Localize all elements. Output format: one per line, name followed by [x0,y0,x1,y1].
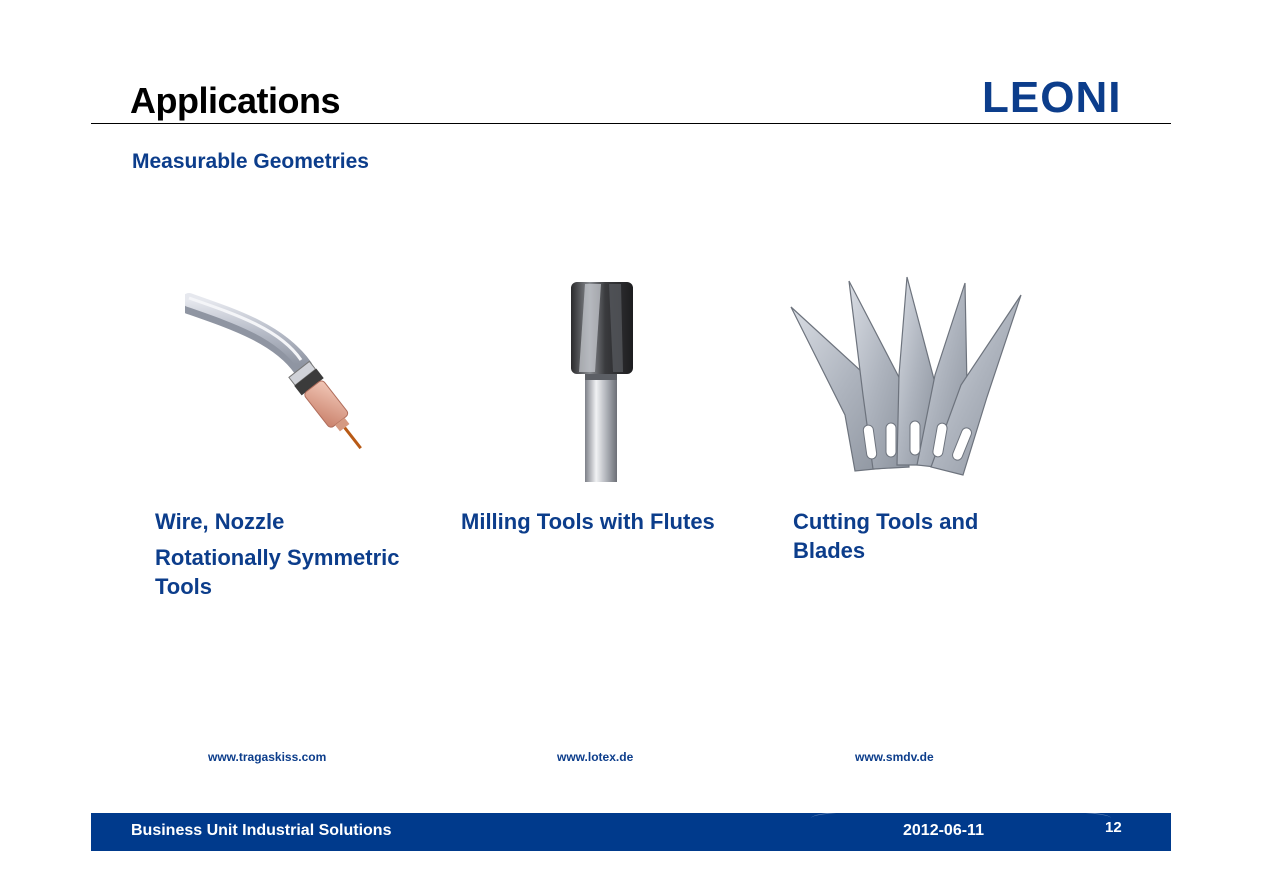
caption-wire-nozzle: Wire, Nozzle [155,507,284,536]
footer-bar: Business Unit Industrial Solutions 2012-… [91,813,1171,851]
slide-subtitle: Measurable Geometries [132,150,369,173]
leoni-logo: LEONI [982,73,1122,122]
caption-line: Cutting Tools and Blades [793,509,979,563]
caption-rotationally-symmetric: Rotationally Symmetric Tools [155,543,445,601]
milling-cutter-image [571,282,633,482]
welding-torch-nozzle-image [185,293,362,450]
source-url-lotex: www.lotex.de [557,750,634,764]
caption-line: Milling Tools with Flutes [461,509,715,534]
hobby-blades-image [790,276,1022,476]
slide-title: Applications [130,80,341,121]
footer-business-unit: Business Unit Industrial Solutions [131,822,392,839]
caption-line: Wire, Nozzle [155,509,285,534]
page-number: 12 [1105,819,1122,836]
caption-milling-tools: Milling Tools with Flutes [461,507,761,536]
source-url-tragaskiss: www.tragaskiss.com [208,750,327,764]
caption-cutting-tools: Cutting Tools and Blades [793,507,1023,565]
footer-date: 2012-06-11 [903,822,984,839]
title-divider [91,123,1171,124]
caption-line: Rotationally Symmetric Tools [155,545,400,599]
source-url-smdv: www.smdv.de [855,750,934,764]
